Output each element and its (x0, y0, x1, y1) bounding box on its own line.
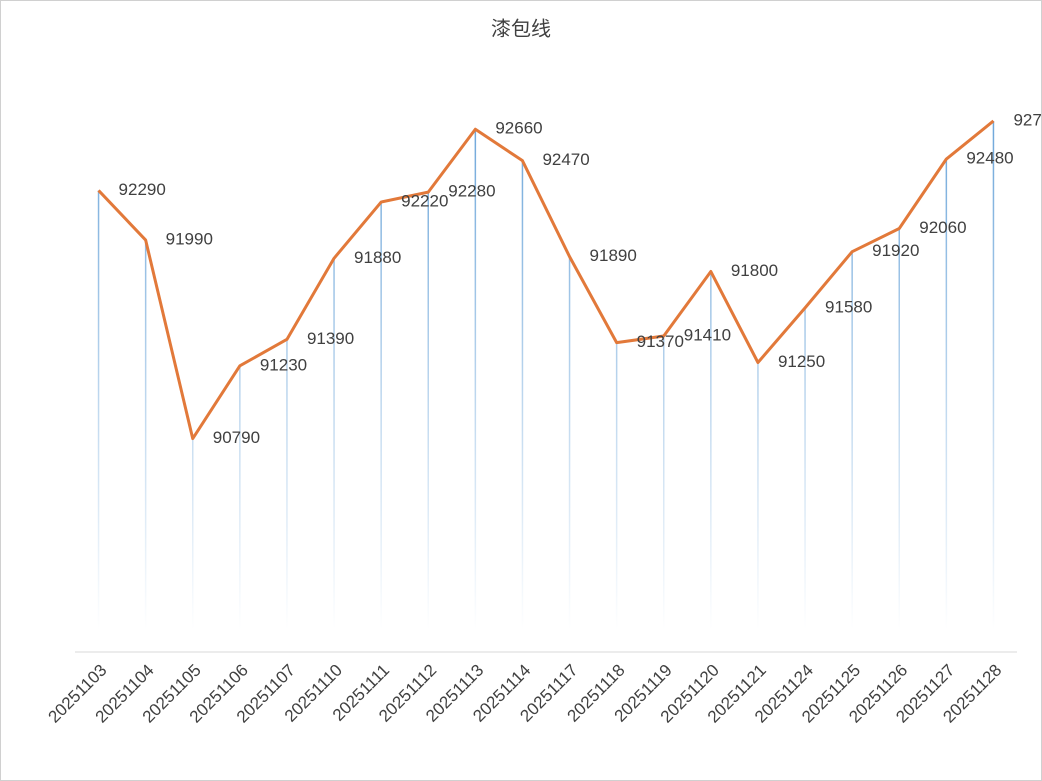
data-label: 91370 (637, 332, 684, 351)
data-label: 92060 (919, 218, 966, 237)
data-label: 91890 (590, 246, 637, 265)
data-label: 92220 (401, 192, 448, 211)
data-label: 92280 (448, 182, 495, 201)
data-label: 91580 (825, 297, 872, 316)
data-line (97, 119, 995, 441)
data-label: 92710 (1013, 110, 1042, 129)
data-label: 91800 (731, 261, 778, 280)
data-label: 91390 (307, 329, 354, 348)
data-label: 91880 (354, 248, 401, 267)
data-label: 92480 (966, 149, 1013, 168)
data-label: 91230 (260, 355, 307, 374)
chart-title: 漆包线 (491, 17, 551, 40)
data-label: 91990 (166, 230, 213, 249)
data-label: 92470 (542, 150, 589, 169)
data-label: 91410 (684, 326, 731, 345)
data-label: 91250 (778, 352, 825, 371)
data-label: 92660 (495, 119, 542, 138)
data-label: 92290 (119, 180, 166, 199)
data-label: 90790 (213, 428, 260, 447)
data-label: 91920 (872, 241, 919, 260)
